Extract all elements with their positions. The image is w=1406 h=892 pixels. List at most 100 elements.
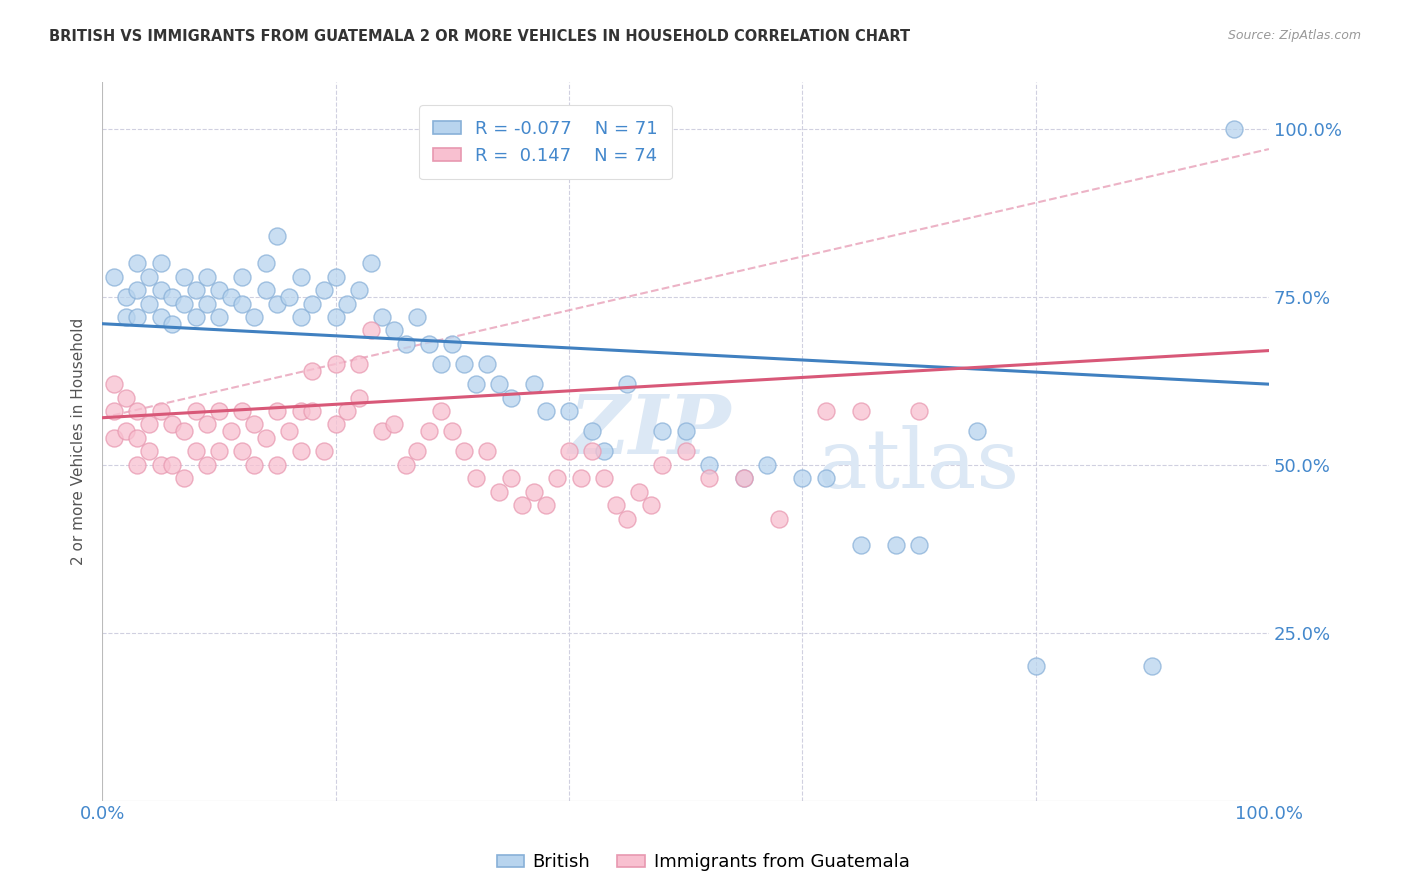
Point: [138, 269, 160, 284]
Point: [347, 357, 370, 371]
Point: [336, 296, 359, 310]
Point: [266, 404, 288, 418]
Point: [756, 458, 779, 472]
Point: [127, 458, 149, 472]
Point: [1142, 659, 1164, 673]
Point: [160, 317, 183, 331]
Point: [616, 377, 638, 392]
Point: [149, 404, 172, 418]
Point: [290, 444, 312, 458]
Point: [127, 431, 149, 445]
Point: [908, 404, 931, 418]
Point: [908, 538, 931, 552]
Point: [499, 391, 522, 405]
Point: [254, 256, 277, 270]
Point: [138, 444, 160, 458]
Point: [254, 283, 277, 297]
Point: [523, 377, 546, 392]
Point: [605, 498, 627, 512]
Point: [499, 471, 522, 485]
Point: [453, 357, 475, 371]
Point: [114, 310, 136, 324]
Point: [488, 377, 510, 392]
Point: [569, 471, 592, 485]
Point: [312, 444, 335, 458]
Y-axis label: 2 or more Vehicles in Household: 2 or more Vehicles in Household: [72, 318, 86, 565]
Point: [208, 283, 231, 297]
Point: [394, 458, 416, 472]
Point: [219, 424, 242, 438]
Point: [301, 404, 323, 418]
Point: [290, 310, 312, 324]
Point: [184, 310, 207, 324]
Point: [325, 417, 347, 432]
Point: [160, 290, 183, 304]
Point: [219, 290, 242, 304]
Point: [127, 283, 149, 297]
Text: BRITISH VS IMMIGRANTS FROM GUATEMALA 2 OR MORE VEHICLES IN HOUSEHOLD CORRELATION: BRITISH VS IMMIGRANTS FROM GUATEMALA 2 O…: [49, 29, 910, 44]
Point: [149, 458, 172, 472]
Point: [558, 404, 581, 418]
Legend: R = -0.077    N = 71, R =  0.147    N = 74: R = -0.077 N = 71, R = 0.147 N = 74: [419, 105, 672, 179]
Point: [651, 424, 673, 438]
Point: [103, 404, 125, 418]
Point: [195, 417, 218, 432]
Point: [488, 484, 510, 499]
Point: [138, 296, 160, 310]
Point: [231, 444, 253, 458]
Point: [884, 538, 907, 552]
Point: [325, 310, 347, 324]
Point: [640, 498, 662, 512]
Point: [208, 404, 231, 418]
Point: [1025, 659, 1047, 673]
Point: [266, 458, 288, 472]
Point: [160, 458, 183, 472]
Point: [103, 431, 125, 445]
Point: [849, 404, 872, 418]
Point: [347, 283, 370, 297]
Point: [160, 417, 183, 432]
Point: [429, 404, 451, 418]
Point: [510, 498, 533, 512]
Point: [184, 283, 207, 297]
Point: [593, 471, 616, 485]
Point: [418, 424, 440, 438]
Point: [616, 511, 638, 525]
Point: [127, 256, 149, 270]
Point: [768, 511, 790, 525]
Point: [581, 444, 603, 458]
Point: [336, 404, 359, 418]
Text: Source: ZipAtlas.com: Source: ZipAtlas.com: [1227, 29, 1361, 42]
Legend: British, Immigrants from Guatemala: British, Immigrants from Guatemala: [489, 847, 917, 879]
Point: [675, 444, 697, 458]
Point: [231, 404, 253, 418]
Point: [195, 269, 218, 284]
Point: [312, 283, 335, 297]
Point: [966, 424, 988, 438]
Point: [382, 417, 405, 432]
Point: [277, 290, 299, 304]
Point: [360, 256, 382, 270]
Point: [127, 310, 149, 324]
Point: [149, 256, 172, 270]
Point: [792, 471, 814, 485]
Point: [558, 444, 581, 458]
Point: [149, 310, 172, 324]
Text: ZIP: ZIP: [569, 392, 733, 471]
Point: [418, 336, 440, 351]
Point: [453, 444, 475, 458]
Point: [593, 444, 616, 458]
Point: [195, 296, 218, 310]
Point: [266, 229, 288, 244]
Point: [138, 417, 160, 432]
Point: [441, 336, 464, 351]
Point: [266, 296, 288, 310]
Point: [546, 471, 568, 485]
Point: [523, 484, 546, 499]
Point: [114, 391, 136, 405]
Point: [290, 404, 312, 418]
Point: [173, 471, 195, 485]
Point: [382, 323, 405, 337]
Point: [114, 290, 136, 304]
Point: [697, 471, 720, 485]
